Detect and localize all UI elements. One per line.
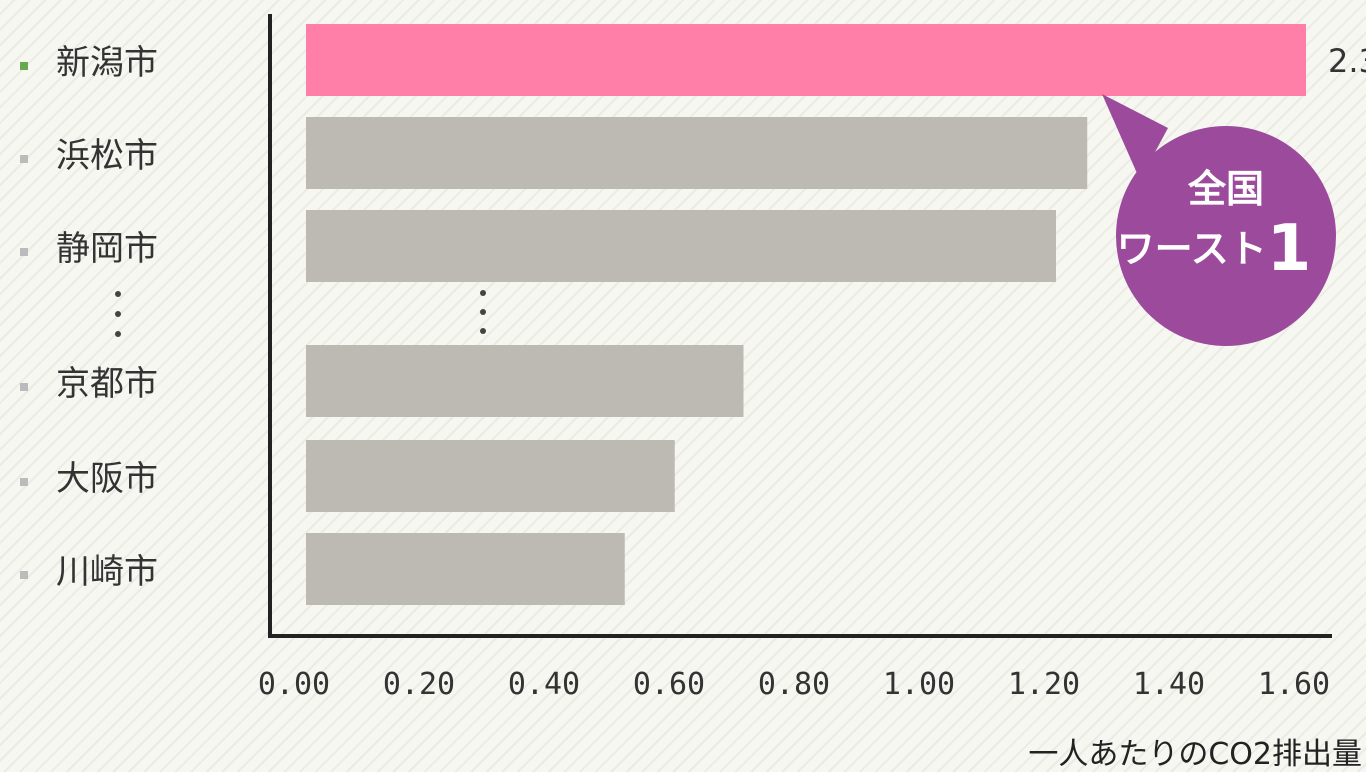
legend-marker-5 [20, 571, 28, 579]
data-label-0: 2.36 [1328, 42, 1366, 80]
x-tick-label-2: 0.40 [508, 667, 580, 702]
bar-2 [306, 210, 1056, 282]
omission-dot-3 [480, 290, 486, 296]
legend-marker-1 [20, 155, 28, 163]
category-label-4: 大阪市 [56, 459, 158, 499]
bar-0 [306, 24, 1306, 96]
category-label-2: 静岡市 [56, 229, 158, 269]
callout-worst-text: ワースト [1117, 227, 1267, 271]
omission-dot-1 [115, 311, 121, 317]
x-tick-label-7: 1.40 [1133, 667, 1205, 702]
bar-3 [306, 345, 744, 417]
callout-number: 1 [1267, 212, 1312, 286]
omission-dots [115, 290, 486, 337]
legend-marker-2 [20, 248, 28, 256]
bar-1 [306, 117, 1088, 189]
callout-line2: ワースト1 [1117, 212, 1312, 286]
x-tick-label-5: 1.00 [883, 667, 955, 702]
category-label-0: 新潟市 [56, 43, 158, 83]
omission-dot-2 [115, 331, 121, 337]
legend-marker-3 [20, 383, 28, 391]
x-tick-label-0: 0.00 [258, 667, 330, 702]
worst-callout: 全国 ワースト1 [1102, 94, 1336, 346]
omission-dot-0 [115, 291, 121, 297]
legend-marker-4 [20, 478, 28, 486]
x-axis-label: 一人あたりのCO2排出量 [1028, 737, 1362, 772]
bars-layer: 2.36 [306, 24, 1366, 605]
callout-circle [1116, 126, 1336, 346]
x-tick-label-1: 0.20 [383, 667, 455, 702]
bar-5 [306, 533, 625, 605]
category-label-5: 川崎市 [56, 552, 158, 592]
x-tick-labels: 0.00 0.20 0.40 0.60 0.80 1.00 1.20 1.40 1.60 [258, 667, 1330, 702]
x-tick-label-6: 1.20 [1008, 667, 1080, 702]
x-tick-label-4: 0.80 [758, 667, 830, 702]
x-tick-label-8: 1.60 [1258, 667, 1330, 702]
category-label-1: 浜松市 [56, 136, 158, 176]
omission-dot-5 [480, 328, 486, 334]
omission-dot-4 [480, 309, 486, 315]
callout-line1: 全国 [1187, 167, 1264, 211]
legend-marker-0 [20, 62, 28, 70]
x-tick-label-3: 0.60 [633, 667, 705, 702]
bar-4 [306, 440, 675, 512]
category-label-3: 京都市 [56, 364, 158, 404]
axes [268, 14, 1332, 638]
